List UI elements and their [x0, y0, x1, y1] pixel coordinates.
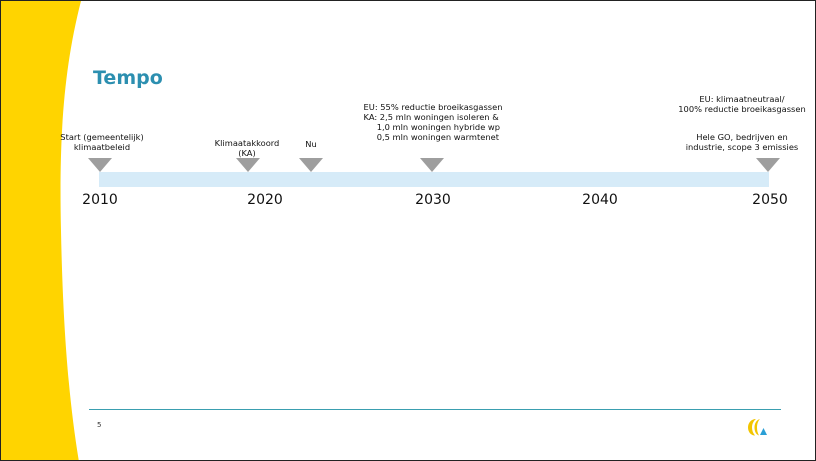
- event-start-label: Start (gemeentelijk) klimaatbeleid: [60, 132, 144, 152]
- timeline-marker-2050: [756, 158, 780, 172]
- event-2030-label: EU: 55% reductie broeikasgassen KA: 2,5 …: [363, 102, 503, 142]
- year-label-2020: 2020: [247, 192, 283, 208]
- brand-logo-icon: [748, 419, 767, 436]
- year-label-2030: 2030: [415, 192, 451, 208]
- event-ka-label: Klimaatakkoord (KA): [214, 138, 280, 158]
- event-nu-label: Nu: [305, 139, 317, 149]
- timeline-marker-ka: [236, 158, 260, 172]
- timeline-marker-nu: [299, 158, 323, 172]
- year-label-2050: 2050: [752, 192, 788, 208]
- event-2050-goal-label: EU: klimaatneutraal/ 100% reductie broei…: [678, 94, 806, 114]
- timeline-bar: [99, 172, 769, 187]
- event-2050-scope-label: Hele GO, bedrijven en industrie, scope 3…: [685, 132, 799, 152]
- year-label-2010: 2010: [82, 192, 118, 208]
- page-number: 5: [97, 421, 102, 429]
- yellow-accent-band: [1, 1, 81, 460]
- footer-divider: [89, 409, 781, 410]
- timeline-marker-2030: [420, 158, 444, 172]
- year-label-2040: 2040: [582, 192, 618, 208]
- slide-title: Tempo: [93, 67, 163, 89]
- timeline-marker-start: [88, 158, 112, 172]
